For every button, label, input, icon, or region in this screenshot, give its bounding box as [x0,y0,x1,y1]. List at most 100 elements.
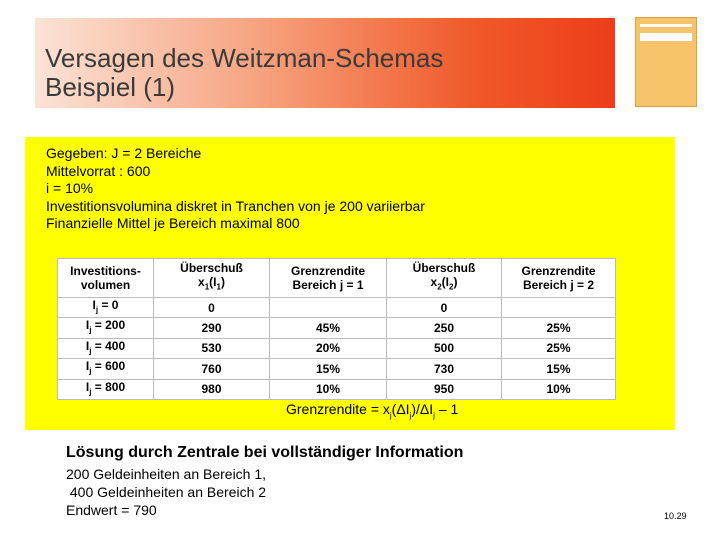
cell: 760 [153,358,270,380]
text: Investitions- [70,264,141,278]
header-cell: Überschuß x2(I2) [386,258,502,298]
cell: 500 [386,337,502,360]
text: Überschuß [412,261,476,276]
subscript: 1 [204,282,210,292]
cell: 10% [269,378,387,400]
text: Überschuß [180,261,243,276]
header-cell: Investitions-volumen [57,258,154,298]
cell: 25% [501,317,616,339]
solution-heading: Lösung durch Zentrale bei vollständiger … [66,444,464,461]
header-line: x2(I2) [387,275,501,294]
given-list: Gegeben: J = 2 Bereiche Mittelvorrat : 60… [46,145,425,233]
cell: 250 [386,317,502,339]
text: ) [220,275,225,290]
subscript: j [409,410,412,420]
cell: Ij = 0 [57,296,154,319]
text: (I [441,275,450,290]
subscript: 2 [449,282,454,292]
header-line: Investitions- [58,264,153,278]
header-line: Überschuß [154,261,269,275]
cell: Ij = 200 [57,317,154,339]
cell: 15% [269,358,387,380]
subscript: j [389,410,392,420]
given-line: Finanzielle Mittel je Bereich maximal 80… [46,215,300,231]
header-line: Bereich j = 2 [502,278,615,292]
solution-line: 200 Geldeinheiten an Bereich 1, [66,466,267,482]
text: x [198,275,205,290]
title: Versagen des Weitzman-Schemas Beispiel (1… [45,44,443,102]
text: )/ΔI [411,401,434,417]
subscript: j [89,386,92,396]
cell: Ij = 800 [57,378,154,400]
table-row: Ij = 600 760 15% 730 15% [57,358,616,380]
text: Bereich j = 2 [522,278,595,292]
text: = 0 [98,298,119,312]
formula: Grenzrendite = xj(ΔIj)/ΔIj – 1 [286,401,458,420]
cell: 950 [386,378,502,400]
subscript: 1 [216,282,221,292]
text: I [85,318,90,333]
subscript: j [89,366,92,376]
title-banner [35,18,615,108]
cell: 15% [501,358,616,380]
text: (I [209,275,217,290]
title-line: Beispiel (1) [45,72,176,102]
header-row: Investitions-volumen Überschuß x1(I1) Grenz… [57,258,616,298]
text: (ΔI [391,401,410,417]
cell [501,296,616,319]
cell: 45% [269,317,387,339]
text: volumen [80,278,131,292]
text: I [85,379,90,394]
cell: 980 [153,378,270,400]
header-line: x1(I1) [154,275,269,294]
cell: 20% [269,337,387,360]
title-line: Versagen des Weitzman-Schemas [45,43,444,73]
table: Investitions-volumen Überschuß x1(I1) Grenz… [57,258,616,400]
text: = 200 [91,318,126,333]
subscript: j [433,410,435,420]
cell: 530 [153,337,270,360]
text: x [430,275,438,290]
text: I [85,359,90,374]
text: I [92,298,96,312]
cell: 290 [153,317,270,339]
solution-line: 400 Geldeinheiten an Bereich 2 [66,484,267,500]
cell: 730 [386,358,502,380]
header-cell: Grenzrendite Bereich j = 1 [269,258,387,298]
text: Grenzrendite [290,264,365,278]
header-line: Überschuß [387,261,501,275]
cell: Ij = 400 [57,337,154,360]
header-line: Grenzrendite [502,264,615,278]
header-cell: Überschuß x1(I1) [153,258,270,298]
given-line: Gegeben: J = 2 Bereiche [46,145,202,161]
cell: 0 [386,296,502,319]
subscript: 2 [437,282,442,292]
text: – 1 [434,401,459,417]
text: Bereich j = 1 [292,278,364,292]
text: ) [453,275,458,290]
subscript: j [95,305,99,315]
text: = 800 [91,379,126,394]
solution-line: Endwert = 790 [66,502,157,518]
cell: 10% [501,378,616,400]
text: Grenzrendite [521,264,596,278]
given-line: Investitionsvolumina diskret in Tranchen… [46,197,425,214]
text: I [85,338,90,353]
cell [269,296,387,319]
cell: Ij = 600 [57,358,154,380]
solution-lines: 200 Geldeinheiten an Bereich 1, 400 Geld… [66,465,266,519]
header-line: Bereich j = 1 [270,278,386,292]
subscript: j [89,346,92,356]
page-number: 10.29 [664,511,687,521]
text: = 400 [91,338,126,353]
table-row: Ij = 200 290 45% 250 25% [57,317,616,339]
given-line: Mittelvorrat : 600 [46,162,151,179]
cell: 0 [153,296,270,319]
header-line: Grenzrendite [270,264,386,278]
subscript: j [89,325,92,335]
book-cover [635,17,697,107]
given-line: i = 10% [46,180,94,196]
cell: 25% [501,337,616,360]
